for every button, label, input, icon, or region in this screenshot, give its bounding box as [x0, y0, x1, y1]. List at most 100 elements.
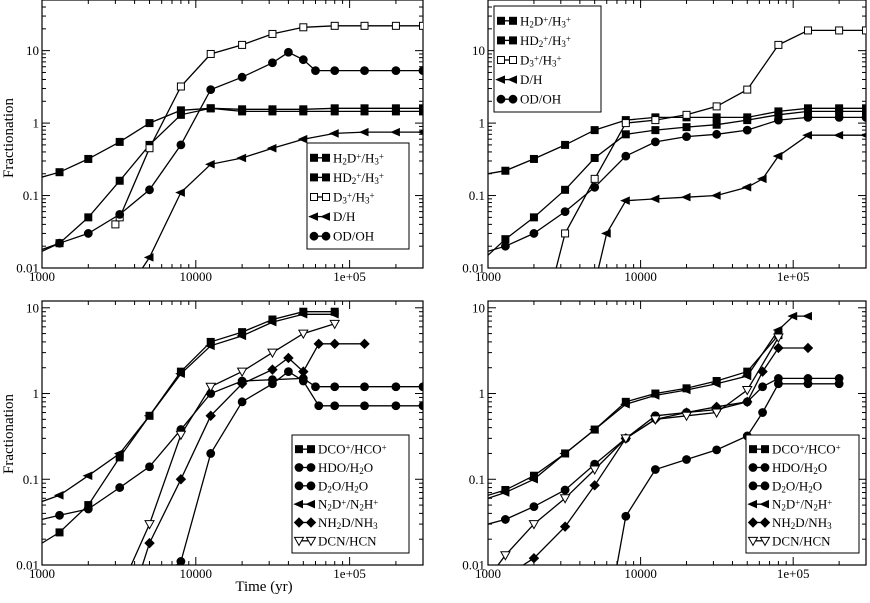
legend-label-part: 3: [374, 157, 379, 167]
legend-label: D/H: [520, 72, 542, 87]
legend-label-part: D: [342, 229, 351, 244]
data-point: [311, 66, 320, 76]
data-point: [298, 366, 309, 377]
legend-label-part: N: [772, 515, 782, 530]
data-point: [115, 137, 124, 146]
legend-label-part: 2: [529, 20, 534, 30]
data-point: [529, 502, 539, 511]
legend-label-part: 2: [337, 521, 342, 531]
legend-marker: [293, 517, 305, 528]
legend-marker: [310, 193, 318, 201]
legend-label-part: 2: [813, 466, 818, 476]
data-point: [176, 140, 186, 150]
series-line: [488, 116, 866, 252]
legend-label: H2D+/H3+: [333, 150, 384, 166]
series-line: [488, 110, 866, 256]
legend-label: N2D+/N2H+: [318, 497, 378, 513]
legend-marker: [748, 481, 758, 491]
data-point: [743, 116, 752, 125]
y-tick-label: 0.01: [16, 558, 39, 573]
legend-marker: [293, 499, 303, 509]
data-point: [330, 382, 340, 392]
legend-label-part: H: [333, 170, 342, 185]
data-point: [758, 408, 767, 417]
data-point: [742, 396, 753, 408]
legend-label-part: O: [372, 442, 381, 457]
legend-marker: [322, 173, 330, 182]
legend-marker: [759, 536, 771, 547]
data-point: [176, 82, 185, 91]
data-point: [360, 107, 369, 116]
legend-label-part: N: [790, 533, 800, 548]
data-point: [311, 382, 320, 392]
series-line: [522, 347, 808, 565]
data-point: [712, 129, 722, 139]
legend-label-part: 2: [539, 39, 544, 49]
legend-label-part: +: [543, 34, 548, 44]
legend-label-part: 3: [342, 196, 347, 206]
data-point: [176, 557, 186, 565]
legend-label-part: N: [336, 533, 346, 548]
legend-label-part: /: [361, 170, 365, 185]
legend-label-part: H: [818, 497, 827, 512]
data-point: [650, 137, 660, 147]
data-point: [710, 379, 721, 389]
legend-label-part: D: [333, 190, 342, 205]
data-point: [238, 40, 247, 49]
data-point: [237, 72, 247, 82]
data-point: [774, 115, 783, 125]
data-point: [236, 378, 248, 389]
legend-label-part: /: [805, 515, 809, 530]
legend-label-part: H: [552, 92, 561, 107]
legend-label-part: H: [354, 442, 363, 457]
legend-label: D/H: [333, 209, 355, 224]
legend-label-part: +: [534, 53, 539, 63]
data-point: [561, 185, 570, 194]
legend-label-part: D: [520, 72, 529, 87]
data-point: [529, 229, 539, 238]
data-point: [330, 21, 339, 30]
legend-marker: [294, 463, 304, 472]
legend-label-part: /: [351, 515, 355, 530]
legend-label-part: H: [804, 460, 813, 475]
y-axis-title-top: Fractionation: [1, 98, 17, 178]
series-line: [114, 25, 423, 225]
legend-label: D2O/H2O: [318, 478, 368, 494]
data-point: [417, 129, 423, 135]
data-point: [236, 367, 248, 378]
y-tick-label: 10: [26, 43, 39, 58]
data-point: [206, 449, 216, 458]
data-point: [55, 528, 64, 537]
legend-label-part: /: [341, 478, 345, 493]
data-point: [559, 494, 571, 504]
data-point: [621, 511, 631, 521]
legend-label-part: O: [364, 460, 373, 475]
data-point: [772, 325, 783, 335]
legend-label-part: +: [566, 34, 571, 44]
legend-label: DCO+/HCO+: [772, 442, 841, 457]
data-point: [500, 241, 510, 251]
legend-label-part: +: [836, 443, 841, 453]
legend: H2D+/H3+HD2+/H3+D3+/H3+D/HOD/OH: [493, 5, 602, 113]
legend-label-part: /: [342, 209, 346, 224]
legend-label-part: +: [379, 151, 384, 161]
data-point: [773, 342, 784, 354]
x-tick-label: 1000: [29, 566, 55, 581]
data-point: [499, 488, 510, 497]
legend-label-part: +: [566, 14, 571, 24]
legend-label-part: 2: [359, 503, 364, 513]
legend-label: NH2D/NH3: [772, 515, 832, 531]
legend-label-part: D: [333, 209, 342, 224]
data-point: [682, 132, 691, 142]
legend-marker: [495, 75, 505, 84]
series-group: [42, 21, 423, 268]
data-point: [115, 176, 124, 185]
legend-label: N2D+/N2H+: [772, 497, 832, 513]
data-point: [84, 213, 93, 222]
data-point: [267, 348, 278, 359]
legend-marker: [749, 445, 757, 454]
legend-label-part: O: [542, 92, 551, 107]
legend-label-part: 2: [781, 485, 786, 495]
y-tick-label: 10: [26, 300, 39, 315]
legend-label-part: 2: [354, 485, 359, 495]
